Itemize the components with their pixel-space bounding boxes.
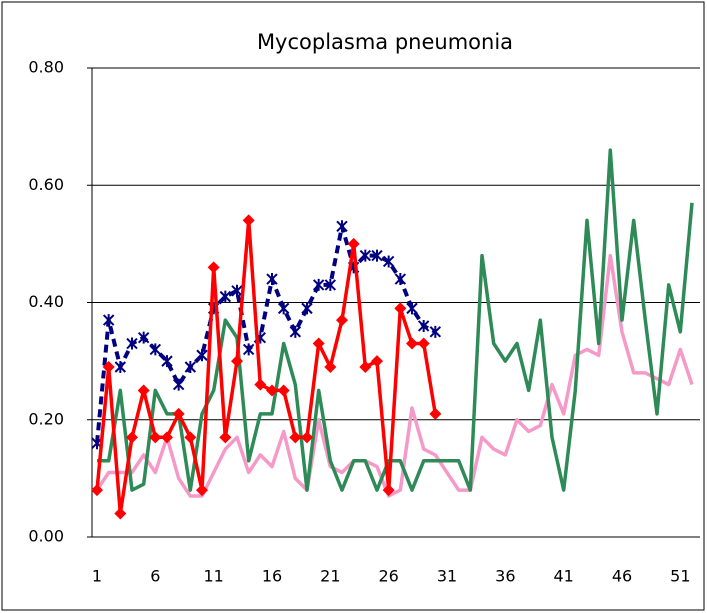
diamond-marker [242,214,255,227]
asterisk-marker [102,314,115,327]
x-tick-label: 1 [92,567,102,586]
y-tick-label: 0.80 [28,58,64,77]
asterisk-marker [126,337,138,350]
x-tick-label: 46 [612,567,632,586]
asterisk-marker [301,302,313,315]
series-line [95,253,694,498]
x-tick-label: 16 [262,567,282,586]
diamond-marker [91,484,103,497]
asterisk-marker [406,302,418,315]
asterisk-marker [196,349,208,362]
asterisk-marker [219,290,232,303]
x-tick-label: 21 [320,567,340,586]
asterisk-marker [242,343,255,356]
diamond-marker [102,360,115,373]
y-tick-label: 0.00 [28,527,64,546]
asterisk-marker [429,325,442,338]
diamond-marker [394,302,407,315]
x-tick-label: 6 [150,567,160,586]
asterisk-marker [359,249,372,262]
series-line [95,218,438,516]
diamond-marker [359,360,372,373]
diamond-marker [254,378,267,391]
asterisk-marker [161,355,173,368]
diamond-marker [196,484,208,497]
x-tick-label: 31 [437,567,457,586]
x-tick-label: 26 [378,567,398,586]
x-tick-label: 51 [670,567,690,586]
diamond-marker [336,314,348,327]
diamond-marker [219,431,232,444]
asterisk-marker [394,273,407,286]
asterisk-marker [417,319,430,332]
asterisk-marker [266,273,278,286]
diamond-marker [114,507,127,520]
y-tick-label: 0.40 [28,292,64,311]
asterisk-marker [289,325,302,338]
diamond-marker [137,384,150,397]
diamond-marker [406,337,418,350]
diamond-marker [172,407,185,420]
asterisk-marker [184,360,197,373]
asterisk-marker [324,278,337,291]
x-tick-label: 36 [495,567,515,586]
x-tick-label: 11 [203,567,223,586]
diamond-marker [371,355,383,368]
diamond-marker [324,360,337,373]
asterisk-marker [312,278,325,291]
diamond-marker [417,337,430,350]
asterisk-marker [231,284,243,297]
asterisk-marker [382,255,395,268]
diamond-marker [429,407,442,420]
diamond-marker [231,355,243,368]
diamond-marker [184,431,197,444]
asterisk-marker [149,343,162,356]
asterisk-marker [172,378,185,391]
diamond-marker [289,431,302,444]
diamond-marker [126,431,138,444]
diamond-marker [347,237,360,250]
diamond-marker [207,261,220,274]
y-tick-label: 0.20 [28,409,64,428]
diamond-marker [382,484,395,497]
asterisk-marker [277,302,290,315]
y-tick-label: 0.60 [28,175,64,194]
asterisk-marker [137,331,150,344]
diamond-marker [266,384,278,397]
diamond-marker [149,431,162,444]
asterisk-marker [336,220,348,233]
diamond-marker [312,337,325,350]
chart-title: Mycoplasma pneumonia [257,30,513,54]
diamond-marker [301,431,313,444]
diamond-marker [277,384,290,397]
series-line [97,148,694,492]
x-tick-label: 41 [553,567,573,586]
asterisk-marker [371,249,383,262]
diamond-marker [161,431,173,444]
asterisk-marker [114,360,127,373]
